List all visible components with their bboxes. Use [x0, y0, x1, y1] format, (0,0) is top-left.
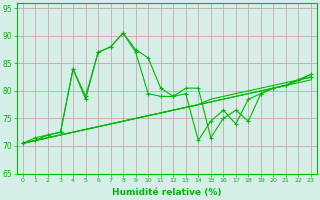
X-axis label: Humidité relative (%): Humidité relative (%)	[112, 188, 222, 197]
